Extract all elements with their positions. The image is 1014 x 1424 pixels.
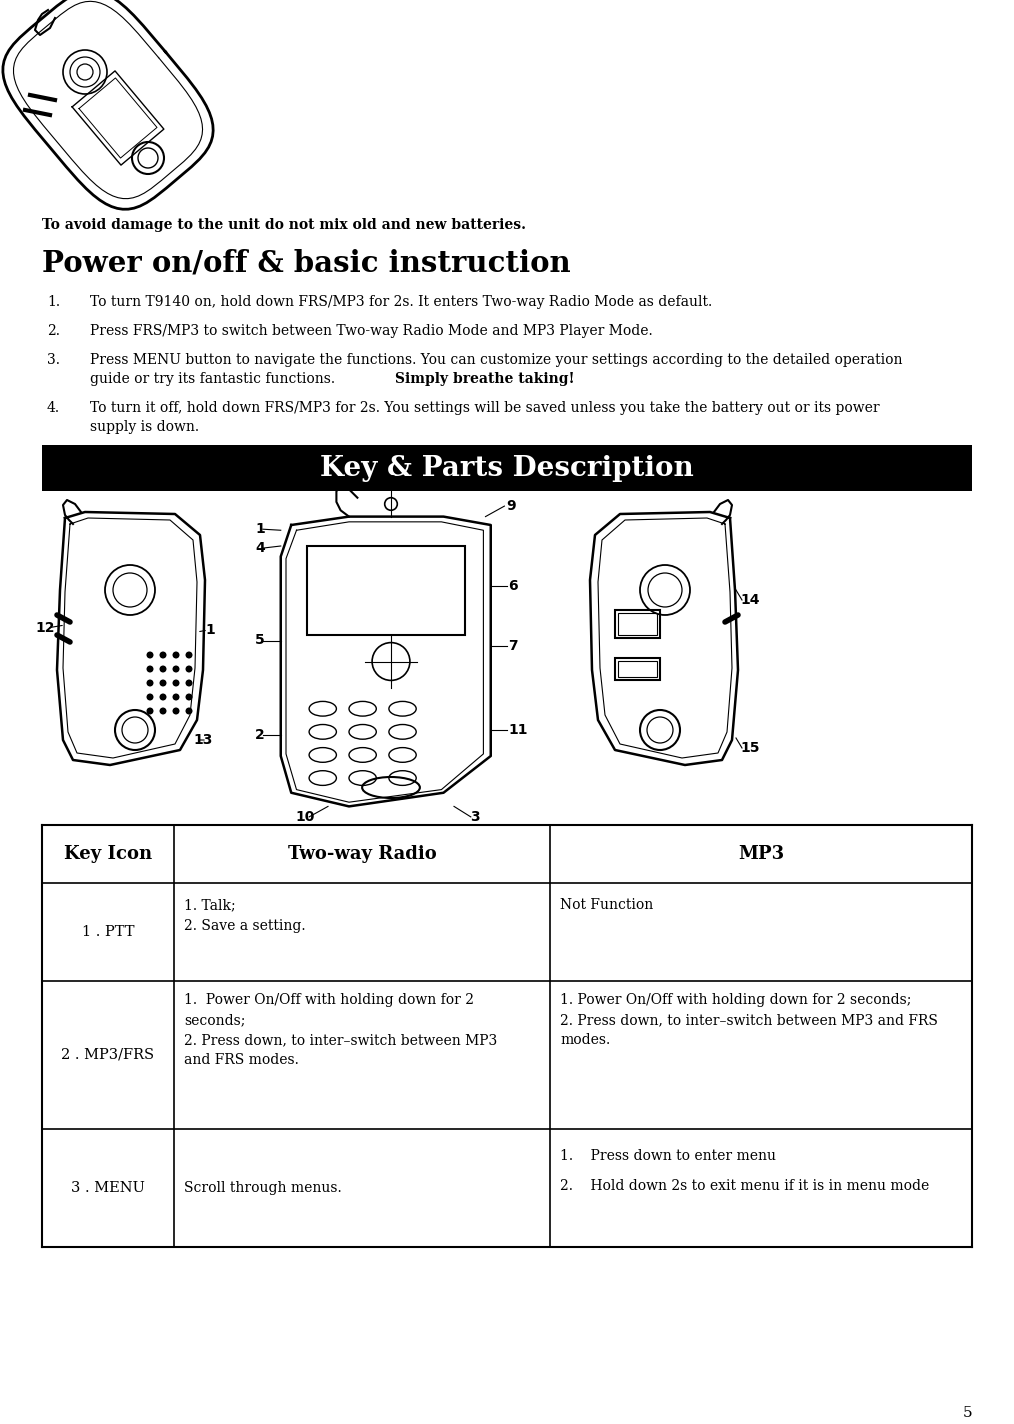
Text: MP3: MP3 bbox=[738, 844, 784, 863]
Circle shape bbox=[172, 693, 179, 701]
Circle shape bbox=[146, 693, 153, 701]
Circle shape bbox=[186, 665, 193, 672]
Text: modes.: modes. bbox=[560, 1032, 610, 1047]
Text: 1.    Press down to enter menu: 1. Press down to enter menu bbox=[560, 1149, 776, 1163]
Bar bbox=[618, 612, 657, 635]
Text: Two-way Radio: Two-way Radio bbox=[288, 844, 436, 863]
Text: 1: 1 bbox=[256, 523, 265, 537]
Text: 9: 9 bbox=[507, 498, 516, 513]
Text: 5: 5 bbox=[256, 634, 265, 648]
Bar bbox=[615, 658, 660, 681]
Text: Press MENU button to navigate the functions. You can customize your settings acc: Press MENU button to navigate the functi… bbox=[90, 353, 902, 367]
Text: 1.: 1. bbox=[47, 295, 60, 309]
Text: 12: 12 bbox=[35, 621, 55, 635]
Text: guide or try its fantastic functions.: guide or try its fantastic functions. bbox=[90, 372, 340, 386]
Text: 3 . MENU: 3 . MENU bbox=[71, 1180, 145, 1195]
Text: Press FRS/MP3 to switch between Two-way Radio Mode and MP3 Player Mode.: Press FRS/MP3 to switch between Two-way … bbox=[90, 325, 653, 337]
Circle shape bbox=[172, 679, 179, 686]
Text: 1.  Power On/Off with holding down for 2: 1. Power On/Off with holding down for 2 bbox=[184, 993, 474, 1007]
Text: 2.: 2. bbox=[47, 325, 60, 337]
Text: To avoid damage to the unit do not mix old and new batteries.: To avoid damage to the unit do not mix o… bbox=[42, 218, 526, 232]
Text: 1. Power On/Off with holding down for 2 seconds;: 1. Power On/Off with holding down for 2 … bbox=[560, 993, 912, 1007]
Text: 2 . MP3/FRS: 2 . MP3/FRS bbox=[62, 1048, 154, 1062]
Circle shape bbox=[172, 708, 179, 715]
Text: 1: 1 bbox=[205, 624, 215, 637]
Text: 7: 7 bbox=[509, 639, 518, 652]
Text: To turn T9140 on, hold down FRS/MP3 for 2s. It enters Two-way Radio Mode as defa: To turn T9140 on, hold down FRS/MP3 for … bbox=[90, 295, 712, 309]
Bar bbox=[42, 444, 972, 491]
Circle shape bbox=[146, 652, 153, 658]
Text: 11: 11 bbox=[509, 723, 528, 736]
Text: 13: 13 bbox=[194, 733, 213, 748]
Text: and FRS modes.: and FRS modes. bbox=[184, 1052, 299, 1067]
Text: 8: 8 bbox=[386, 474, 395, 488]
Text: Not Function: Not Function bbox=[560, 899, 653, 911]
Text: 6: 6 bbox=[509, 580, 518, 592]
Text: 15: 15 bbox=[740, 740, 759, 755]
Text: 3.: 3. bbox=[47, 353, 60, 367]
Text: 2.    Hold down 2s to exit menu if it is in menu mode: 2. Hold down 2s to exit menu if it is in… bbox=[560, 1179, 929, 1193]
Circle shape bbox=[186, 679, 193, 686]
Text: 4: 4 bbox=[256, 541, 265, 555]
Circle shape bbox=[172, 652, 179, 658]
Circle shape bbox=[186, 708, 193, 715]
Bar bbox=[618, 661, 657, 676]
Text: Power on/off & basic instruction: Power on/off & basic instruction bbox=[42, 248, 571, 278]
Circle shape bbox=[159, 693, 166, 701]
Text: 2: 2 bbox=[256, 728, 265, 742]
Circle shape bbox=[146, 665, 153, 672]
Text: 1. Talk;: 1. Talk; bbox=[184, 899, 235, 911]
Circle shape bbox=[186, 693, 193, 701]
Text: 2. Save a setting.: 2. Save a setting. bbox=[184, 918, 305, 933]
Text: 2. Press down, to inter–switch between MP3 and FRS: 2. Press down, to inter–switch between M… bbox=[560, 1012, 938, 1027]
Text: 4.: 4. bbox=[47, 402, 60, 414]
Text: Simply breathe taking!: Simply breathe taking! bbox=[395, 372, 575, 386]
Text: Key Icon: Key Icon bbox=[64, 844, 152, 863]
Circle shape bbox=[159, 652, 166, 658]
Circle shape bbox=[159, 665, 166, 672]
Circle shape bbox=[172, 665, 179, 672]
Bar bbox=[307, 545, 464, 635]
Circle shape bbox=[146, 708, 153, 715]
Circle shape bbox=[159, 708, 166, 715]
Text: supply is down.: supply is down. bbox=[90, 420, 199, 434]
Text: 14: 14 bbox=[740, 592, 759, 607]
Text: To turn it off, hold down FRS/MP3 for 2s. You settings will be saved unless you : To turn it off, hold down FRS/MP3 for 2s… bbox=[90, 402, 879, 414]
Text: seconds;: seconds; bbox=[184, 1012, 245, 1027]
Text: 3: 3 bbox=[470, 810, 480, 824]
Circle shape bbox=[146, 679, 153, 686]
Text: Key & Parts Description: Key & Parts Description bbox=[320, 454, 694, 481]
Text: 5: 5 bbox=[962, 1405, 972, 1420]
Bar bbox=[615, 609, 660, 638]
Text: 2. Press down, to inter–switch between MP3: 2. Press down, to inter–switch between M… bbox=[184, 1032, 497, 1047]
Circle shape bbox=[186, 652, 193, 658]
Text: Scroll through menus.: Scroll through menus. bbox=[184, 1180, 342, 1195]
Circle shape bbox=[159, 679, 166, 686]
Text: 1 . PTT: 1 . PTT bbox=[82, 926, 134, 938]
Text: 10: 10 bbox=[295, 810, 314, 824]
